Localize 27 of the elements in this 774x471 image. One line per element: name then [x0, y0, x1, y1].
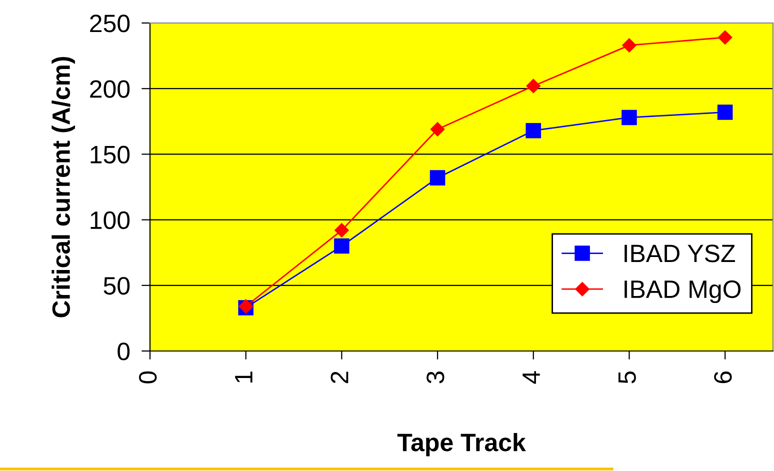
point [622, 38, 636, 52]
y-tick-label: 250 [90, 14, 130, 32]
point [526, 78, 540, 94]
y-tick-label: 200 [90, 80, 130, 98]
x-tick-label: 0 [139, 371, 157, 384]
legend-label: IBAD YSZ [624, 244, 735, 262]
legend-label: IBAD MgO [624, 280, 741, 304]
point [430, 122, 445, 136]
y-tick-label: 0 [118, 342, 130, 360]
point [526, 122, 542, 138]
point [334, 238, 350, 254]
y-tick-label: 100 [90, 211, 130, 230]
point [334, 223, 349, 238]
x-tick-label: 1 [235, 372, 252, 382]
y-axis-title: Critical current (A/cm) [52, 56, 75, 318]
y-tick-label: 150 [90, 146, 130, 164]
point [717, 104, 733, 120]
x-tick-label: 5 [618, 371, 636, 384]
x-tick-label: 2 [330, 372, 348, 384]
x-tick-label: 4 [522, 371, 540, 384]
x-tick-label: 3 [426, 372, 444, 384]
x-tick-label: 6 [714, 372, 732, 384]
point [430, 170, 446, 186]
point [622, 110, 637, 126]
y-tick-label: 50 [104, 277, 130, 295]
x-axis-title: Tape Track [397, 432, 526, 456]
point [718, 30, 732, 45]
